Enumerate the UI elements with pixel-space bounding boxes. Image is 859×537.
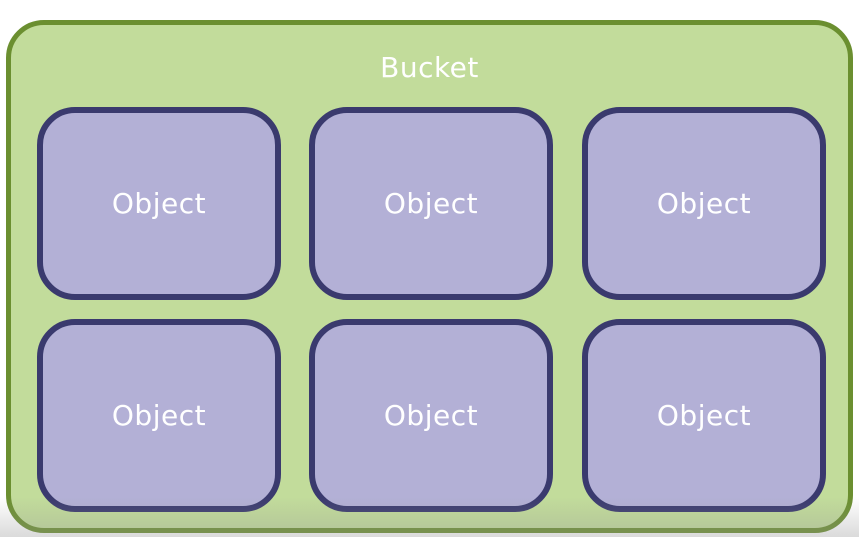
object-box: Object: [582, 319, 826, 512]
bucket-container: Bucket Object Object Object Object Objec…: [6, 20, 853, 533]
object-box: Object: [309, 319, 553, 512]
object-label: Object: [111, 399, 207, 432]
bucket-label: Bucket: [380, 51, 479, 84]
object-label: Object: [111, 187, 207, 220]
object-label: Object: [383, 187, 479, 220]
object-label: Object: [383, 399, 479, 432]
object-label: Object: [656, 187, 752, 220]
object-box: Object: [309, 107, 553, 300]
object-box: Object: [37, 107, 281, 300]
object-box: Object: [37, 319, 281, 512]
object-box: Object: [582, 107, 826, 300]
object-label: Object: [656, 399, 752, 432]
